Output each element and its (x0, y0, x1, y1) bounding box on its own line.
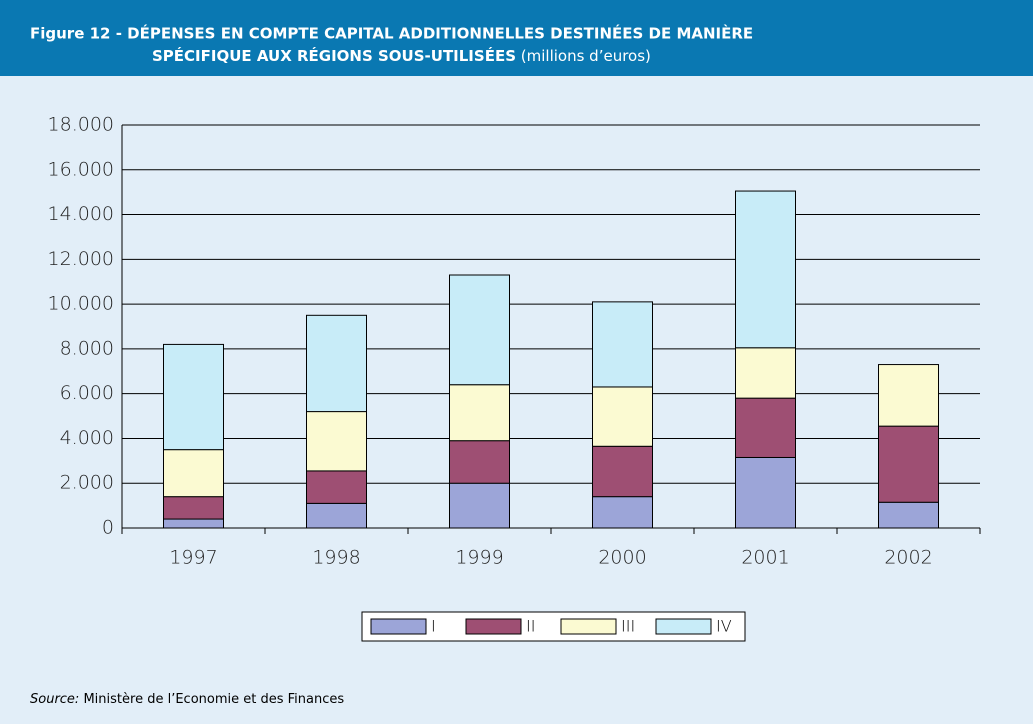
source-label: Source: (30, 692, 79, 707)
x-tick-label: 2002 (884, 547, 932, 569)
bar-segment (449, 440, 510, 484)
bar-segment (306, 502, 367, 529)
x-tick-label: 1998 (312, 547, 360, 569)
y-tick-label: 8.000 (60, 337, 114, 359)
x-tick-label: 2001 (741, 547, 789, 569)
bar-segment (163, 449, 224, 498)
legend-swatch (465, 618, 522, 635)
legend-swatch (655, 618, 712, 635)
y-tick-label: 14.000 (48, 203, 114, 225)
bar-segment (306, 314, 367, 413)
bar-segment (306, 411, 367, 472)
x-tick-label: 1997 (169, 547, 217, 569)
chart-title: Figure 12 - DÉPENSES EN COMPTE CAPITAL A… (30, 24, 753, 43)
bar-segment (592, 386, 653, 447)
bar-segment (163, 518, 224, 529)
y-tick-label: 0 (102, 517, 114, 539)
bar-segment (735, 190, 796, 349)
bar-segment (878, 501, 939, 529)
bar-segment (592, 445, 653, 498)
bar-segment (878, 364, 939, 427)
legend-label: II (526, 617, 535, 636)
bar-segment (735, 397, 796, 458)
chart-title: SPÉCIFIQUE AUX RÉGIONS SOUS-UTILISÉES (m… (152, 46, 651, 65)
bar-segment (449, 482, 510, 529)
y-tick-label: 16.000 (48, 158, 114, 180)
chart-subtitle: (millions d’euros) (521, 47, 651, 65)
legend-label: I (431, 617, 436, 636)
header (0, 0, 1033, 76)
y-tick-label: 18.000 (48, 114, 114, 136)
bar-segment (306, 470, 367, 504)
legend-label: IV (716, 617, 732, 636)
bar-segment (592, 496, 653, 529)
x-tick-label: 1999 (455, 547, 503, 569)
bar-segment (163, 496, 224, 520)
y-tick-label: 6.000 (60, 382, 114, 404)
legend-label: III (621, 617, 635, 636)
source: Source: Ministère de l’Economie et des F… (30, 692, 344, 707)
x-tick-label: 2000 (598, 547, 646, 569)
chart-title: SPÉCIFIQUE AUX RÉGIONS SOUS-UTILISÉES (152, 46, 516, 65)
bar-segment (592, 301, 653, 388)
bar-segment (163, 343, 224, 451)
y-tick-label: 10.000 (48, 293, 114, 315)
bar-segment (878, 425, 939, 503)
bar-segment (449, 274, 510, 386)
source-text: Ministère de l’Economie et des Finances (83, 692, 344, 707)
bar-segment (449, 384, 510, 442)
y-tick-label: 2.000 (60, 472, 114, 494)
y-tick-label: 12.000 (48, 248, 114, 270)
legend-swatch (560, 618, 617, 635)
bar-segment (735, 347, 796, 399)
y-tick-label: 4.000 (60, 427, 114, 449)
legend-swatch (370, 618, 427, 635)
bar-segment (735, 456, 796, 529)
